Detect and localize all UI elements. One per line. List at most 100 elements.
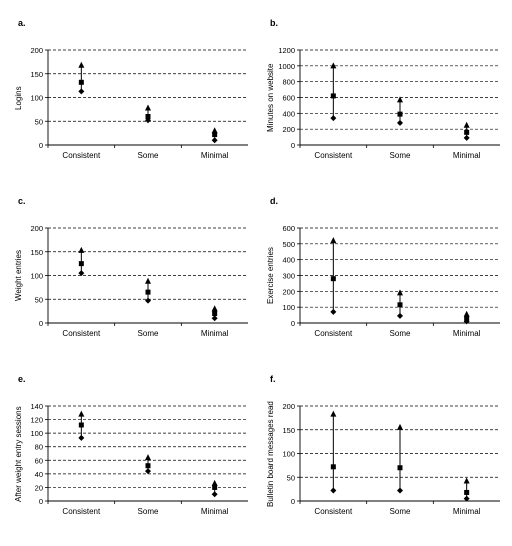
x-tick-label: Some [138, 329, 159, 338]
low-marker [397, 312, 403, 319]
chart-panel: b. Minutes on website 0 200 400 600 800 1000 120… [262, 18, 512, 190]
y-tick-label: 50 [35, 117, 43, 126]
y-tick-label: 150 [282, 426, 295, 435]
y-tick-label: 150 [30, 248, 43, 257]
panel-label: b. [270, 18, 278, 28]
chart-svg: 0 50 100 150 200 Consistent Some Minimal [30, 46, 248, 160]
chart-panel: a. Logins 0 50 100 150 200 Consistent Some Minima… [10, 18, 260, 190]
y-tick-label: 600 [282, 94, 295, 103]
y-tick-label: 400 [282, 109, 295, 118]
panel-label: e. [18, 374, 26, 384]
y-tick-label: 200 [282, 287, 295, 296]
mean-marker [397, 302, 403, 308]
y-tick-label: 100 [282, 450, 295, 459]
chart-panel: f. Bulletin board messages read 0 50 100 150 2… [262, 374, 512, 546]
x-tick-label: Minimal [453, 507, 481, 516]
mean-marker [212, 484, 218, 490]
y-tick-label: 1200 [278, 46, 295, 55]
x-tick-label: Consistent [314, 507, 353, 516]
high-marker [463, 121, 470, 128]
high-marker [145, 454, 151, 461]
low-marker [211, 315, 218, 322]
high-marker [78, 410, 85, 417]
mean-marker [330, 276, 336, 282]
y-tick-label: 80 [35, 443, 43, 452]
chart-svg: 0 200 400 600 800 1000 1200 Consistent Some Minim… [278, 46, 500, 160]
mean-marker [145, 289, 151, 295]
y-tick-label: 120 [30, 416, 43, 425]
high-marker [463, 477, 470, 484]
low-marker [211, 491, 218, 498]
high-marker [463, 310, 470, 317]
y-tick-label: 100 [30, 272, 43, 281]
y-tick-label: 200 [30, 46, 43, 55]
x-tick-label: Consistent [314, 329, 353, 338]
x-tick-label: Consistent [62, 329, 101, 338]
y-tick-label: 150 [30, 70, 43, 79]
low-marker [397, 119, 403, 126]
x-tick-label: Some [138, 507, 159, 516]
y-tick-label: 0 [291, 497, 295, 506]
mean-marker [397, 111, 403, 117]
mean-marker [212, 132, 218, 138]
y-tick-label: 60 [35, 456, 43, 465]
mean-marker [145, 114, 151, 119]
x-tick-label: Minimal [201, 329, 229, 338]
high-marker [78, 246, 85, 253]
panel-label: c. [18, 196, 26, 206]
x-tick-label: Some [390, 507, 411, 516]
y-tick-label: 600 [282, 224, 295, 233]
high-marker [211, 479, 218, 486]
low-marker [145, 468, 151, 475]
low-marker [78, 434, 85, 441]
y-tick-label: 400 [282, 256, 295, 265]
x-tick-label: Consistent [314, 151, 353, 160]
x-tick-label: Minimal [453, 329, 481, 338]
y-tick-label: 200 [282, 402, 295, 411]
y-tick-label: 50 [35, 295, 43, 304]
y-tick-label: 0 [291, 141, 295, 150]
chart-panel: c. Weight entries 0 50 100 150 200 Consistent So… [10, 196, 260, 368]
y-tick-label: 0 [291, 319, 295, 328]
low-marker [397, 487, 403, 494]
y-tick-label: 200 [282, 125, 295, 134]
y-tick-label: 0 [39, 497, 43, 506]
panel-label: a. [18, 18, 26, 28]
x-tick-label: Some [390, 151, 411, 160]
low-marker [330, 115, 337, 122]
low-marker [78, 270, 85, 277]
high-marker [145, 104, 151, 111]
y-tick-label: 100 [30, 429, 43, 438]
high-marker [211, 127, 218, 134]
chart-svg: 0 50 100 150 200 Consistent Some Minimal [282, 402, 500, 516]
x-tick-label: Some [390, 329, 411, 338]
mean-marker [78, 261, 84, 267]
chart-svg: 0 20 40 60 80 100 120 140 Consistent Some Minimal [30, 402, 248, 516]
y-tick-label: 20 [35, 483, 43, 492]
x-tick-label: Minimal [201, 507, 229, 516]
low-marker [211, 137, 218, 144]
mean-marker [464, 129, 470, 135]
low-marker [145, 297, 151, 304]
high-marker [397, 423, 403, 430]
x-tick-label: Consistent [62, 507, 101, 516]
high-marker [145, 277, 151, 284]
x-tick-label: Minimal [453, 151, 481, 160]
low-marker [463, 134, 470, 141]
high-marker [397, 289, 403, 296]
mean-marker [212, 311, 218, 316]
mean-marker [397, 465, 403, 471]
chart-svg: 0 50 100 150 200 Consistent Some Minimal [30, 224, 248, 338]
low-marker [145, 117, 151, 124]
x-tick-label: Consistent [62, 151, 101, 160]
chart-panel: d. Exercise entries 0 100 200 300 400 500 600 Con… [262, 196, 512, 368]
high-marker [330, 62, 337, 69]
chart-panel: e. After weight entry sessions 0 20 40 60 80 10… [10, 374, 260, 546]
mean-marker [330, 93, 336, 99]
y-tick-label: 200 [30, 224, 43, 233]
high-marker [330, 237, 337, 244]
x-tick-label: Minimal [201, 151, 229, 160]
y-tick-label: 1000 [278, 62, 295, 71]
chart-svg: 0 100 200 300 400 500 600 Consistent Some Minimal [282, 224, 500, 338]
y-tick-label: 500 [282, 240, 295, 249]
